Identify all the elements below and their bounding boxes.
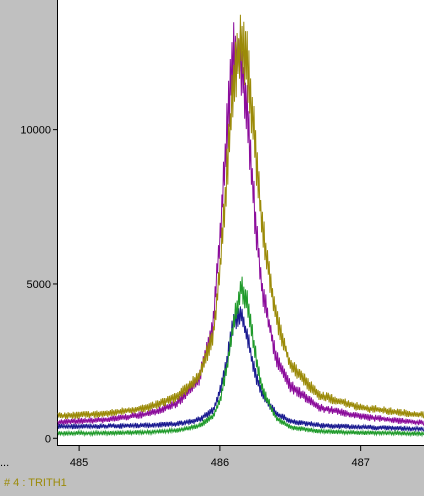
- x-tick-label: 486: [211, 457, 229, 469]
- x-tick-label: 485: [70, 457, 88, 469]
- trace-label: # 4 : TRITH1: [4, 477, 67, 489]
- y-tick-label: 0: [45, 433, 51, 445]
- series-line-1: [57, 22, 424, 426]
- series-layer: [57, 14, 424, 438]
- y-tick-label: 10000: [20, 125, 51, 137]
- series-line-3: [57, 306, 424, 433]
- overflow-ellipsis: ...: [0, 457, 9, 469]
- series-line-4: [57, 276, 424, 438]
- x-tick-label: 487: [351, 457, 369, 469]
- series-line-2: [57, 14, 424, 420]
- y-tick-label: 5000: [27, 279, 51, 291]
- ticks-layer: 0 5000 10000 485 486 487: [20, 125, 369, 469]
